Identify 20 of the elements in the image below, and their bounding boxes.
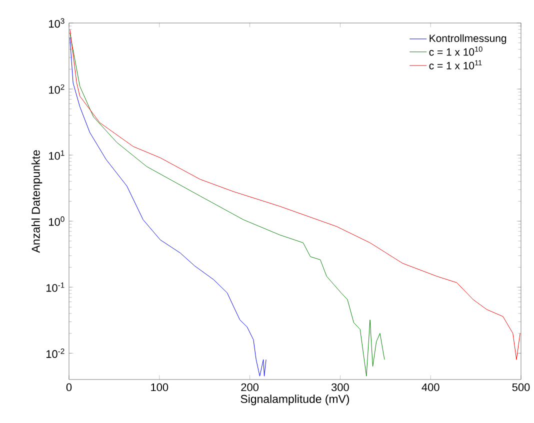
line-series [70,32,385,376]
y-axis-title: Anzahl Datenpunkte [31,150,42,253]
x-tick-label: 0 [66,383,72,392]
x-tick-label: 500 [512,383,530,392]
y-tick-label: 10$^{3}$ [49,18,64,28]
legend-label: Kontrollmessung [430,34,506,44]
x-tick-label: 300 [331,383,349,392]
x-tick-label: 400 [422,383,440,392]
y-tick-label: 10$^{2}$ [49,84,64,94]
y-tick-label: 10$^{-2}$ [46,348,64,358]
x-tick-label: 100 [151,383,168,392]
x-tick-label: 200 [241,383,259,392]
y-tick-label: 10$^{0}$ [49,216,64,226]
line-series [70,29,520,360]
legend-label: c = 1 x 10$^{11}$ [429,60,482,70]
y-tick-label: 10$^{1}$ [49,150,64,160]
y-tick-label: 10$^{-1}$ [46,282,64,292]
x-axis-title: Signalamplitude (mV) [240,394,350,406]
legend-label: c = 1 x 10$^{10}$ [429,46,482,56]
line-series [70,37,266,376]
